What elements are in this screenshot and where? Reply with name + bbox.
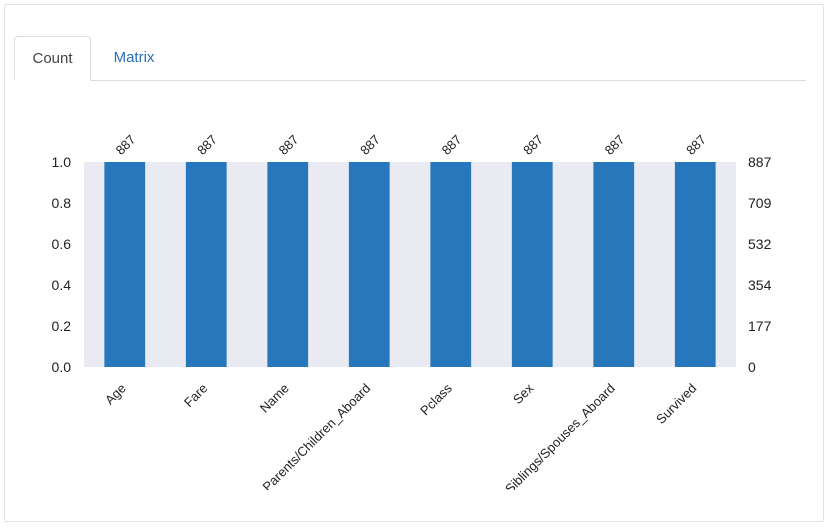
plot-background <box>84 162 736 367</box>
bar-5 <box>511 162 553 367</box>
y2-tick-label: 177 <box>748 318 772 334</box>
count-label-3: 887 <box>357 132 383 158</box>
y-tick-label: 0.0 <box>52 359 72 375</box>
x-tick-label-2: Name <box>257 381 292 416</box>
x-tick-label-7: Survived <box>653 381 699 427</box>
y-tick-label: 1.0 <box>52 154 72 170</box>
x-tick-label-4: Pclass <box>417 380 455 418</box>
bar-6 <box>593 162 635 367</box>
count-label-7: 887 <box>683 132 709 158</box>
y2-tick-label: 709 <box>748 195 772 211</box>
x-tick-label-0: Age <box>102 381 129 408</box>
bar-3 <box>348 162 390 367</box>
bar-0 <box>104 162 146 367</box>
y2-tick-label: 354 <box>748 277 772 293</box>
bar-2 <box>267 162 309 367</box>
y-tick-label: 0.4 <box>52 277 72 293</box>
y-tick-label: 0.6 <box>52 236 72 252</box>
bar-7 <box>674 162 716 367</box>
count-label-5: 887 <box>520 132 546 158</box>
tab-matrix[interactable]: Matrix <box>113 49 155 66</box>
x-tick-label-1: Fare <box>181 381 211 411</box>
tab-count[interactable]: Count <box>14 36 91 81</box>
y2-tick-label: 887 <box>748 154 772 170</box>
count-label-0: 887 <box>113 132 139 158</box>
y2-tick-label: 0 <box>748 359 756 375</box>
count-label-1: 887 <box>194 132 220 158</box>
count-label-4: 887 <box>439 132 465 158</box>
tab-bar: Count Matrix <box>14 36 806 81</box>
x-tick-label-5: Sex <box>510 380 537 407</box>
bar-1 <box>185 162 227 367</box>
count-label-6: 887 <box>602 132 628 158</box>
y-tick-label: 0.2 <box>52 318 72 334</box>
y2-tick-label: 532 <box>748 236 772 252</box>
count-label-2: 887 <box>276 132 302 158</box>
y-tick-label: 0.8 <box>52 195 72 211</box>
bar-4 <box>430 162 472 367</box>
